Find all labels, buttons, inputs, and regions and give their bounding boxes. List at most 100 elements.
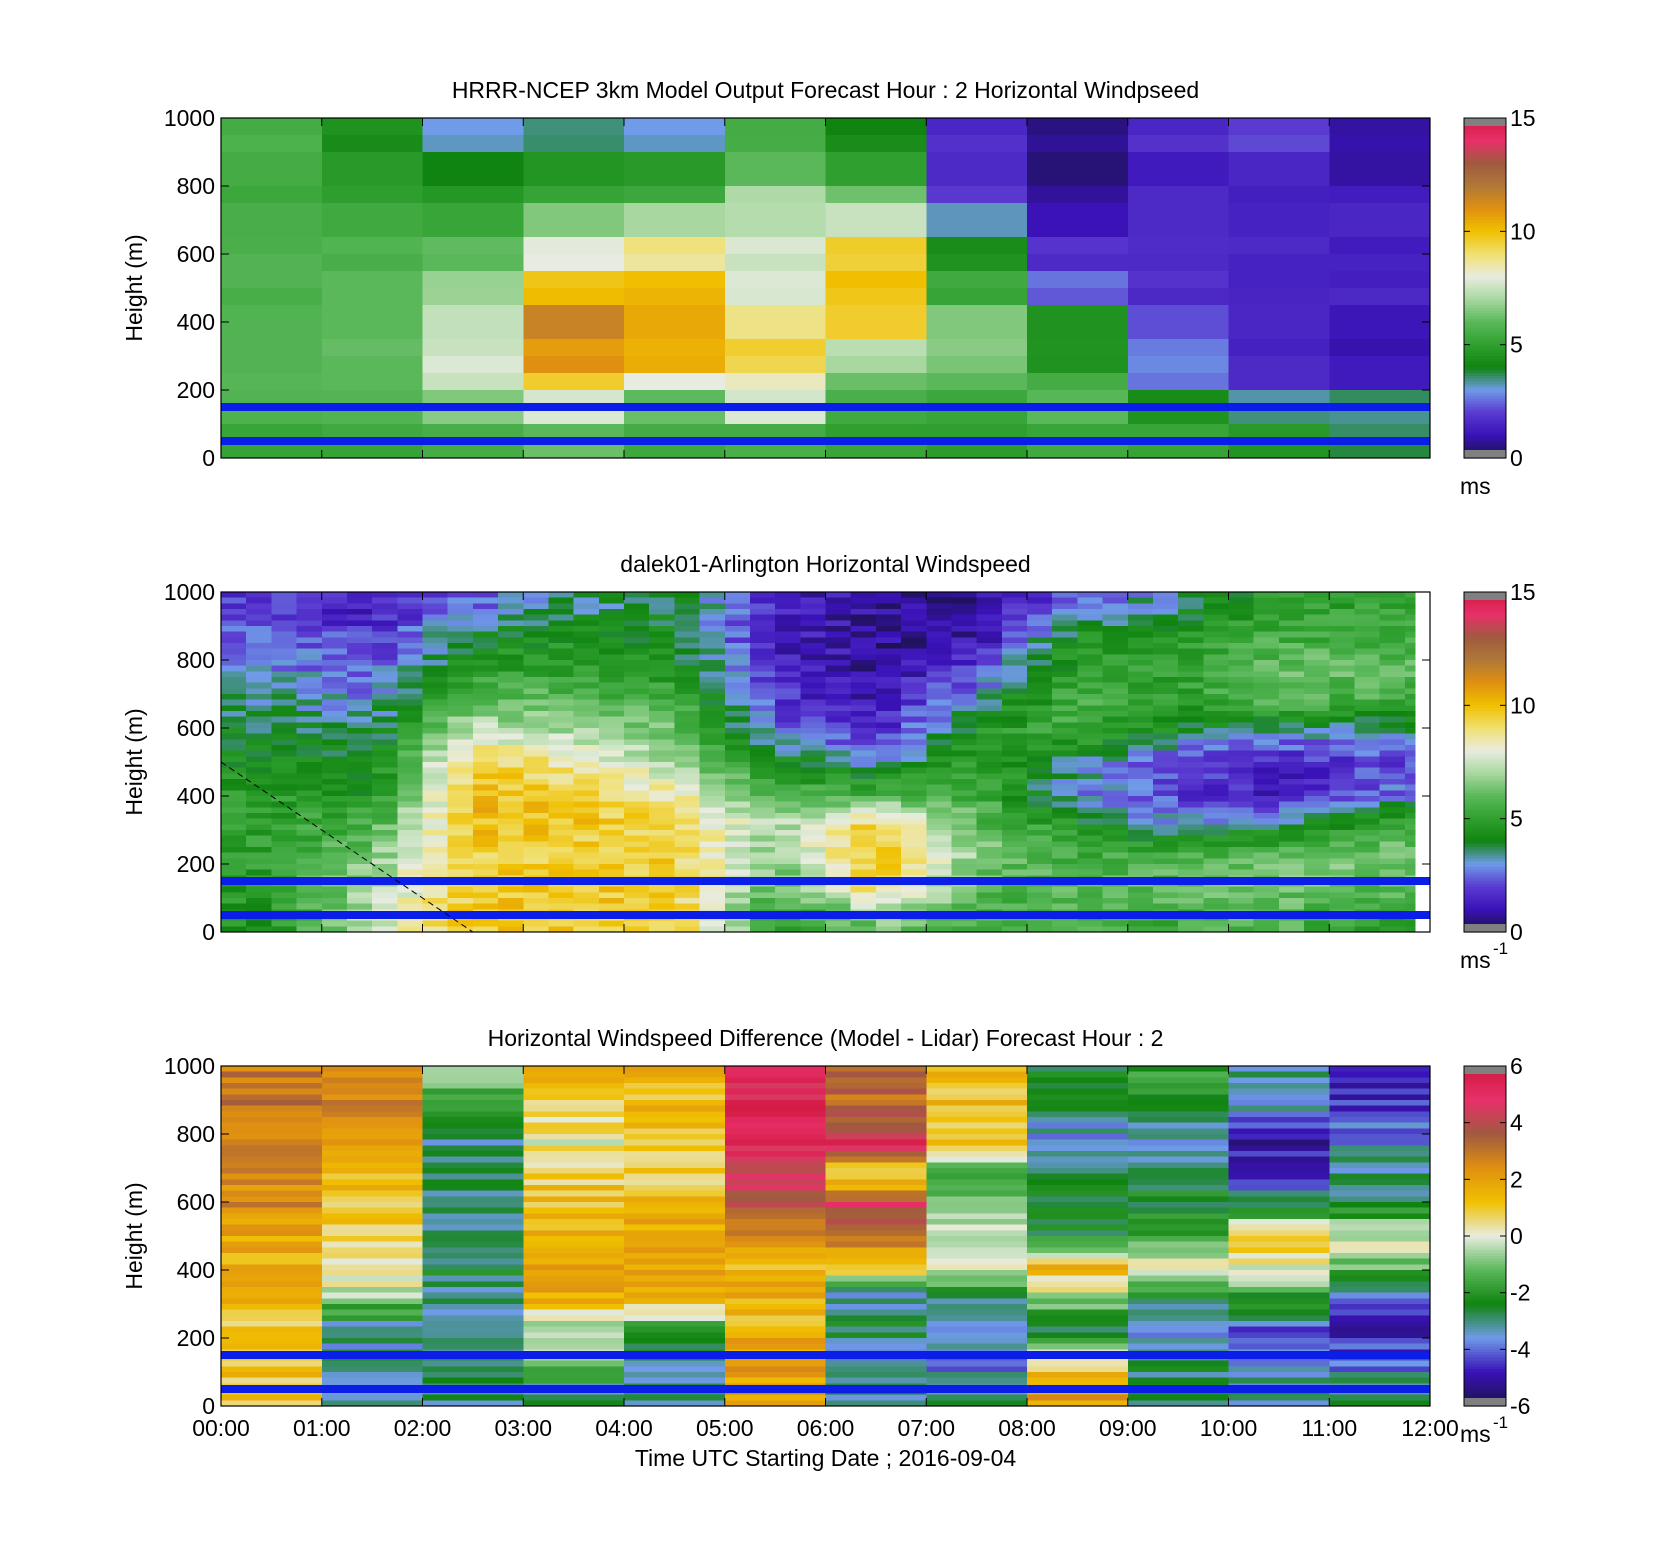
heatmap-cell bbox=[1278, 614, 1305, 621]
heatmap-cell bbox=[825, 1128, 927, 1135]
heatmap-cell bbox=[221, 733, 247, 740]
heatmap-cell bbox=[1178, 784, 1204, 791]
heatmap-cell bbox=[1203, 745, 1230, 752]
heatmap-cell bbox=[825, 1088, 927, 1095]
heatmap-cell bbox=[1228, 1281, 1330, 1288]
heatmap-cell bbox=[1077, 592, 1104, 599]
heatmap-cell bbox=[321, 903, 348, 910]
heatmap-cell bbox=[724, 654, 751, 661]
heatmap-cell bbox=[523, 1071, 625, 1078]
heatmap-cell bbox=[926, 920, 953, 927]
heatmap-cell bbox=[1278, 733, 1305, 740]
heatmap-cell bbox=[724, 1173, 827, 1180]
heatmap-cell bbox=[624, 796, 650, 803]
heatmap-cell bbox=[649, 920, 675, 927]
heatmap-cell bbox=[346, 920, 373, 927]
heatmap-cell bbox=[926, 847, 953, 854]
heatmap-cell bbox=[246, 852, 272, 859]
panel-1: HRRR-NCEP 3km Model Output Forecast Hour… bbox=[121, 77, 1536, 499]
heatmap-cell bbox=[926, 677, 953, 684]
heatmap-cell bbox=[875, 779, 902, 786]
heatmap-cell bbox=[523, 841, 550, 848]
heatmap-cell bbox=[1077, 864, 1104, 871]
heatmap-cell bbox=[1304, 841, 1330, 848]
heatmap-cell bbox=[749, 920, 776, 927]
heatmap-cell bbox=[1127, 1241, 1230, 1248]
heatmap-cell bbox=[649, 869, 675, 876]
heatmap-cell bbox=[422, 864, 449, 871]
heatmap-cell bbox=[1127, 733, 1154, 740]
heatmap-cell bbox=[649, 801, 675, 808]
heatmap-cell bbox=[1001, 892, 1028, 899]
heatmap-cell bbox=[422, 1105, 524, 1112]
heatmap-cell bbox=[901, 722, 927, 729]
heatmap-cell bbox=[498, 716, 524, 723]
heatmap-cell bbox=[548, 705, 575, 712]
heatmap-cell bbox=[271, 614, 298, 621]
heatmap-cell bbox=[1152, 728, 1179, 735]
heatmap-cell bbox=[674, 796, 701, 803]
heatmap-cell bbox=[850, 597, 877, 604]
heatmap-cell bbox=[850, 620, 877, 627]
heatmap-cell bbox=[825, 694, 852, 701]
heatmap-cell bbox=[372, 818, 398, 825]
heatmap-cell bbox=[271, 869, 298, 876]
heatmap-cell bbox=[221, 1117, 323, 1124]
colorbar-band bbox=[1464, 330, 1506, 334]
heatmap-cell bbox=[1329, 1066, 1431, 1073]
heatmap-cell bbox=[1329, 869, 1356, 876]
heatmap-cell bbox=[1152, 739, 1179, 746]
heatmap-cell bbox=[976, 796, 1003, 803]
heatmap-cell bbox=[221, 1190, 323, 1197]
heatmap-cell bbox=[1304, 728, 1330, 735]
heatmap-cell bbox=[674, 756, 701, 763]
heatmap-cell bbox=[296, 716, 323, 723]
heatmap-cell bbox=[1178, 830, 1204, 837]
heatmap-cell bbox=[397, 597, 424, 604]
heatmap-cell bbox=[1354, 852, 1381, 859]
heatmap-cell bbox=[573, 903, 600, 910]
heatmap-cell bbox=[800, 603, 827, 610]
heatmap-cell bbox=[221, 1179, 323, 1186]
heatmap-cell bbox=[321, 288, 424, 306]
heatmap-cell bbox=[447, 779, 474, 786]
heatmap-cell bbox=[1329, 1139, 1431, 1146]
heatmap-cell bbox=[1228, 660, 1255, 667]
heatmap-cell bbox=[321, 1298, 424, 1305]
heatmap-cell bbox=[699, 762, 726, 769]
heatmap-cell bbox=[271, 739, 298, 746]
heatmap-cell bbox=[346, 767, 373, 774]
heatmap-cell bbox=[598, 858, 625, 865]
heatmap-cell bbox=[1404, 711, 1416, 718]
heatmap-cell bbox=[221, 271, 323, 289]
heatmap-cell bbox=[523, 903, 550, 910]
heatmap-cell bbox=[221, 779, 247, 786]
heatmap-cell bbox=[422, 920, 449, 927]
y-tick-label: 600 bbox=[177, 1189, 215, 1215]
heatmap-cell bbox=[800, 745, 827, 752]
colorbar-band bbox=[1464, 1247, 1506, 1251]
heatmap-cell bbox=[422, 830, 449, 837]
heatmap-cell bbox=[775, 864, 801, 871]
heatmap-cell bbox=[346, 614, 373, 621]
heatmap-cell bbox=[1354, 858, 1381, 865]
colorbar-band bbox=[1464, 835, 1506, 840]
heatmap-cell bbox=[749, 892, 776, 899]
heatmap-cell bbox=[498, 671, 524, 678]
heatmap-cell bbox=[472, 631, 499, 638]
heatmap-cell bbox=[1329, 1304, 1431, 1311]
colorbar-band bbox=[1464, 716, 1506, 721]
heatmap-cell bbox=[699, 694, 726, 701]
heatmap-cell bbox=[472, 847, 499, 854]
heatmap-cell bbox=[825, 756, 852, 763]
heatmap-cell bbox=[724, 1196, 827, 1203]
colorbar-band bbox=[1464, 409, 1506, 414]
heatmap-cell bbox=[1027, 373, 1129, 391]
colorbar-band bbox=[1464, 844, 1506, 848]
heatmap-cell bbox=[1052, 699, 1078, 706]
heatmap-cell bbox=[1379, 728, 1406, 735]
heatmap-cell bbox=[649, 926, 675, 933]
heatmap-cell bbox=[372, 699, 398, 706]
heatmap-cell bbox=[699, 898, 726, 905]
heatmap-cell bbox=[422, 813, 449, 820]
